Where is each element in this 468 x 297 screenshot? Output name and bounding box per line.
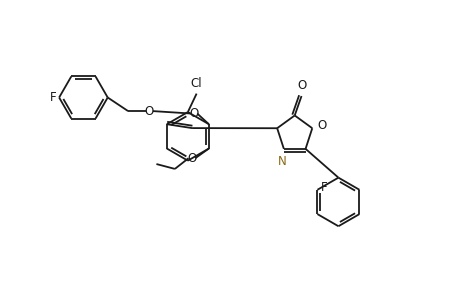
Text: O: O [187,152,197,165]
Text: N: N [278,155,286,168]
Text: O: O [190,107,199,120]
Text: O: O [298,79,307,92]
Text: F: F [322,181,328,194]
Text: Cl: Cl [191,77,203,90]
Text: O: O [317,119,326,132]
Text: O: O [145,105,154,118]
Text: F: F [50,91,56,104]
